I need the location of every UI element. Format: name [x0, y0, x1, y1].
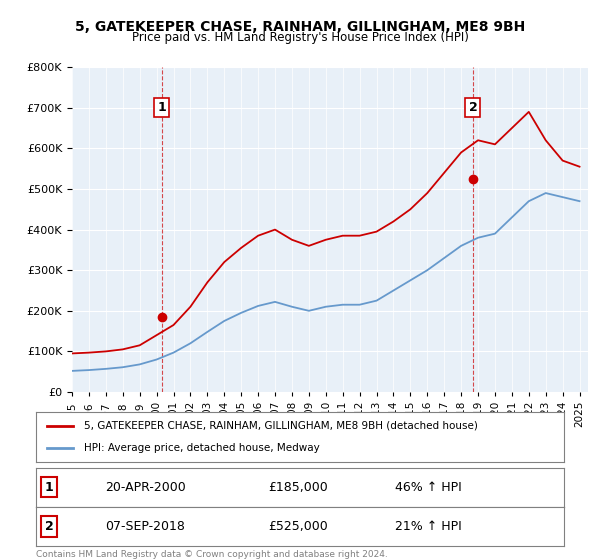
Text: 1: 1 — [157, 101, 166, 114]
Text: Price paid vs. HM Land Registry's House Price Index (HPI): Price paid vs. HM Land Registry's House … — [131, 31, 469, 44]
Text: 2: 2 — [45, 520, 53, 533]
Text: 46% ↑ HPI: 46% ↑ HPI — [395, 480, 462, 494]
Text: Contains HM Land Registry data © Crown copyright and database right 2024.
This d: Contains HM Land Registry data © Crown c… — [36, 550, 388, 560]
Text: 5, GATEKEEPER CHASE, RAINHAM, GILLINGHAM, ME8 9BH: 5, GATEKEEPER CHASE, RAINHAM, GILLINGHAM… — [75, 20, 525, 34]
Text: £525,000: £525,000 — [268, 520, 328, 533]
Text: 2: 2 — [469, 101, 478, 114]
Text: 20-APR-2000: 20-APR-2000 — [104, 480, 185, 494]
Text: 5, GATEKEEPER CHASE, RAINHAM, GILLINGHAM, ME8 9BH (detached house): 5, GATEKEEPER CHASE, RAINHAM, GILLINGHAM… — [83, 421, 478, 431]
Text: £185,000: £185,000 — [268, 480, 328, 494]
Text: 07-SEP-2018: 07-SEP-2018 — [104, 520, 185, 533]
Text: HPI: Average price, detached house, Medway: HPI: Average price, detached house, Medw… — [83, 443, 319, 453]
Text: 1: 1 — [45, 480, 53, 494]
Text: 21% ↑ HPI: 21% ↑ HPI — [395, 520, 462, 533]
